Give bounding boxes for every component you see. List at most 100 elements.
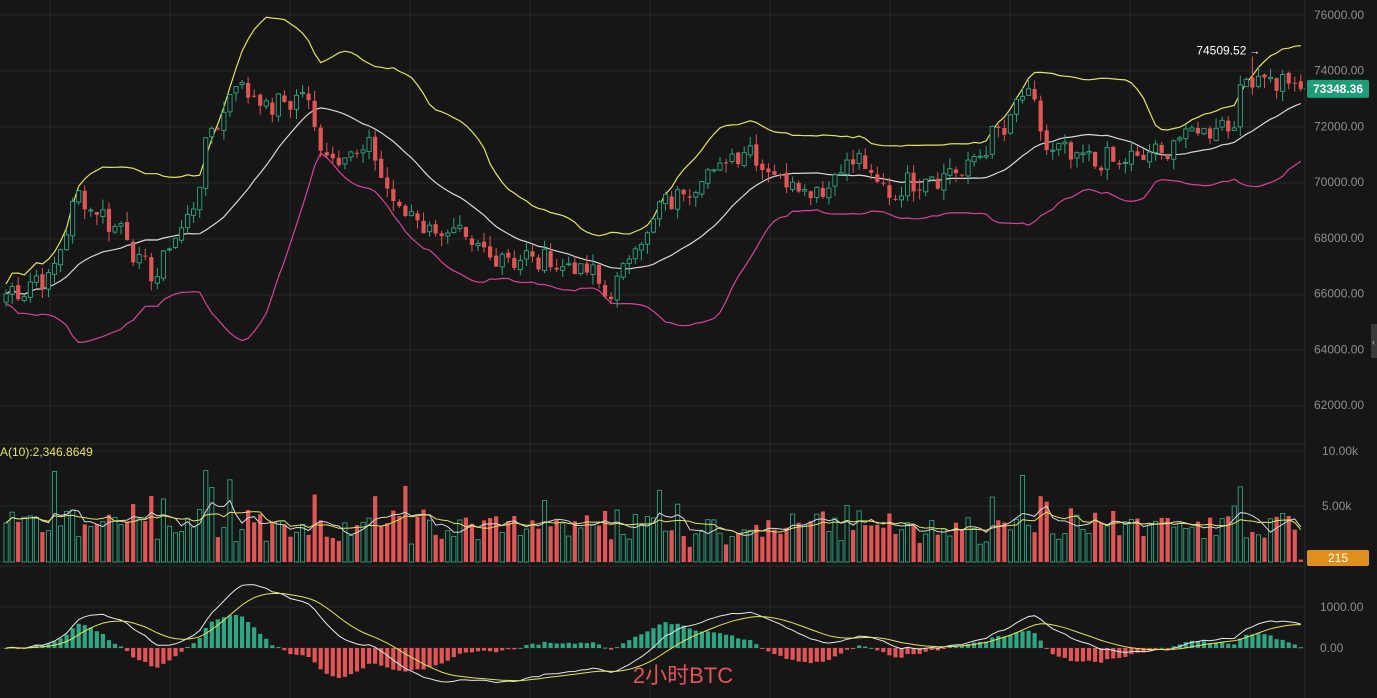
candle [1177, 135, 1183, 143]
volume-bar [415, 516, 420, 562]
candle [379, 150, 384, 179]
volume-bar [233, 541, 239, 563]
volume-bar [1255, 534, 1261, 563]
volume-bar [1274, 516, 1279, 562]
candle [82, 185, 87, 220]
volume-bar [3, 522, 9, 563]
candle [572, 256, 577, 275]
candle [125, 211, 130, 241]
candle [246, 76, 251, 104]
volume-bar [131, 504, 136, 562]
volume-bar [778, 533, 783, 562]
volume-bar [941, 528, 947, 563]
candle [578, 263, 584, 276]
volume-bar [851, 530, 856, 562]
volume-bar [1093, 512, 1098, 562]
volume-bar [989, 496, 995, 563]
macd-bar [1002, 636, 1007, 648]
macd-bar [1256, 633, 1261, 648]
macd-bar [76, 623, 81, 648]
macd-bar [602, 647, 608, 649]
volume-bar [717, 532, 723, 563]
macd-bar [633, 636, 638, 648]
macd-bar [887, 648, 892, 656]
volume-bar [638, 525, 644, 563]
candle [1183, 124, 1189, 149]
macd-bar [911, 648, 916, 655]
volume-bar [699, 531, 705, 563]
macd-bar [1141, 648, 1146, 653]
macd-bar [185, 646, 190, 648]
candle [306, 86, 311, 109]
candle [100, 199, 106, 224]
candle [1038, 95, 1043, 141]
macd-bar [947, 646, 952, 648]
candlesticks [3, 56, 1303, 308]
volume-bar [1292, 529, 1297, 562]
volume-bar [408, 543, 415, 563]
chevron-left-icon[interactable]: ‹ [1372, 337, 1375, 347]
candle [270, 97, 275, 123]
candle [736, 151, 741, 168]
macd-bar [972, 642, 977, 648]
macd-bar [348, 648, 354, 675]
side-panel-handle[interactable] [1371, 324, 1377, 358]
candle [971, 153, 977, 167]
volume-bar [433, 534, 438, 562]
candle [403, 203, 408, 218]
volume-bars [3, 470, 1303, 563]
candle [70, 197, 76, 244]
candle [1207, 126, 1213, 144]
macd-bar [1226, 643, 1231, 648]
volume-bar [796, 522, 801, 562]
macd-bar [1105, 648, 1110, 660]
candle [312, 90, 317, 132]
macd-bar [596, 644, 602, 648]
candle [542, 240, 548, 274]
candle [149, 252, 154, 291]
macd-bar [445, 648, 450, 661]
candle [1201, 128, 1207, 136]
macd-bar [826, 648, 831, 660]
candle [499, 251, 505, 275]
candle [415, 210, 420, 229]
volume-bar [1044, 501, 1049, 562]
macd-bar [88, 627, 93, 648]
macd-bar [778, 648, 783, 656]
candle [166, 247, 173, 252]
macd-bar [143, 648, 148, 662]
candle [221, 101, 227, 140]
macd-bar [318, 648, 323, 670]
macd-bar [385, 648, 390, 668]
macd-bar [1129, 648, 1134, 655]
volume-bar [1153, 520, 1159, 563]
volume-bar [656, 489, 663, 563]
candle [675, 186, 681, 219]
volume-bar [953, 522, 959, 562]
macd-bar [1171, 646, 1176, 648]
candle [602, 280, 608, 299]
volume-tick-label: 10.00k [1322, 444, 1359, 458]
candle [1280, 70, 1286, 101]
volume-bar [523, 528, 529, 563]
volume-bar [1262, 537, 1267, 562]
candle [923, 178, 929, 197]
candle [796, 180, 801, 194]
macd-bar [264, 638, 269, 648]
volume-bar [1068, 508, 1073, 562]
volume-bar [82, 524, 87, 562]
macd-bar [990, 637, 995, 648]
volume-bar [494, 516, 499, 562]
macd-bar [699, 631, 704, 648]
macd-bar [94, 631, 99, 648]
candle [1019, 87, 1026, 104]
volume-bar [1183, 528, 1189, 563]
volume-bar [33, 517, 39, 563]
volume-bar [191, 526, 197, 563]
volume-bar [270, 522, 275, 562]
macd-bar [766, 648, 771, 652]
volume-bar [729, 535, 735, 563]
candle [898, 186, 905, 208]
volume-bar [227, 479, 233, 563]
